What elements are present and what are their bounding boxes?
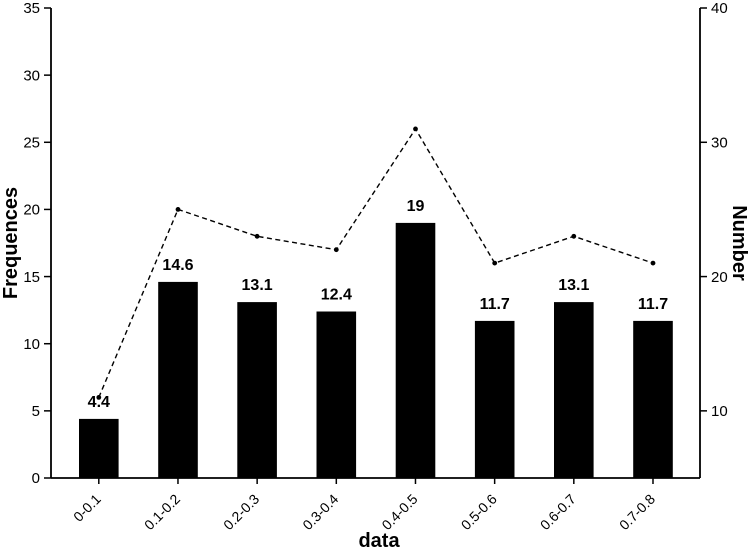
- line-point-0.4-0.5: [413, 126, 418, 132]
- bar-value-label: 13.1: [558, 277, 589, 294]
- line-point-0.5-0.6: [492, 260, 498, 266]
- left-tick-label: 10: [23, 336, 40, 353]
- bar-value-label: 11.7: [638, 296, 668, 313]
- right-tick-label: 20: [711, 269, 728, 286]
- right-tick-label: 10: [711, 403, 728, 420]
- bar-0.5-0.6: [474, 320, 515, 478]
- line-point-0.7-0.8: [650, 260, 656, 266]
- line-point-0.3-0.4: [333, 247, 339, 253]
- line-markers: [96, 126, 656, 400]
- bar-0.7-0.8: [633, 320, 673, 478]
- bar-0.4-0.5: [395, 222, 436, 478]
- axes: [50, 8, 701, 479]
- right-tick-label: 40: [711, 0, 728, 17]
- right-tick-label: 30: [711, 135, 728, 152]
- bar-0.6-0.7: [554, 302, 594, 478]
- bar-value-label: 11.7: [480, 296, 510, 313]
- right-axis-title: Number: [728, 205, 750, 281]
- left-tick-label: 35: [23, 0, 40, 17]
- left-tick-label: 5: [32, 403, 40, 420]
- bar-value-label: 14.6: [162, 257, 193, 274]
- right-axis-ticks: 10 20 30 40: [700, 0, 728, 420]
- left-tick-label: 30: [23, 67, 40, 84]
- left-tick-label: 20: [23, 202, 40, 219]
- line-point-0.2-0.3: [254, 233, 260, 239]
- bar-series: [79, 222, 673, 478]
- left-tick-label: 0: [32, 470, 40, 487]
- left-tick-label: 25: [23, 135, 40, 152]
- line-point-0-0.1: [96, 395, 102, 400]
- bar-value-label: 4.4: [88, 394, 110, 411]
- bar-0-0.1: [79, 418, 119, 478]
- bar-0.2-0.3: [237, 302, 277, 478]
- line-point-0.6-0.7: [571, 233, 577, 239]
- x-axis-title: data: [358, 530, 400, 552]
- left-axis-title: Frequences: [0, 187, 22, 299]
- bar-value-label: 19: [407, 198, 425, 215]
- bar-value-label: 13.1: [242, 277, 273, 294]
- bar-0.1-0.2: [158, 281, 198, 478]
- bar-0.3-0.4: [316, 311, 357, 478]
- line-point-0.1-0.2: [175, 207, 181, 212]
- left-tick-label: 15: [23, 269, 40, 286]
- bar-value-label: 12.4: [321, 287, 352, 304]
- left-axis-ticks: 0 5 10 15 20 25 30 35: [23, 0, 51, 487]
- bar-value-labels: 4.4 14.6 13.1 12.4 19 11.7 13.1 11.7: [88, 198, 669, 411]
